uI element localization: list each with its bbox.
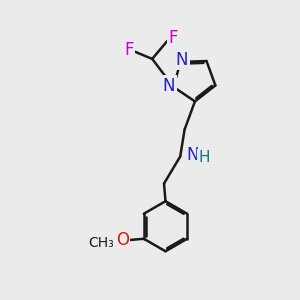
Text: O: O [116,231,129,249]
Text: F: F [124,41,134,59]
Text: F: F [168,29,178,47]
Text: CH₃: CH₃ [88,236,114,250]
Text: N: N [163,77,175,95]
Text: H: H [198,150,209,165]
Text: N: N [186,146,199,164]
Text: N: N [176,51,188,69]
